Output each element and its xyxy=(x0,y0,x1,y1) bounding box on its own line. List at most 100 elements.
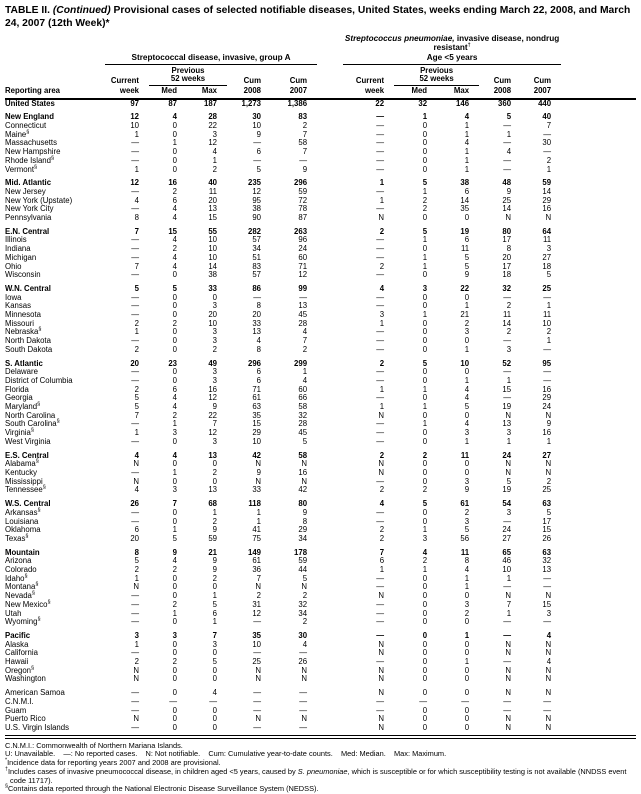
column-spacer xyxy=(317,583,343,592)
reporting-area-cell: Indiana xyxy=(5,244,31,254)
value-cell: N xyxy=(133,714,139,724)
value-cell: 12 xyxy=(130,112,139,122)
footnote-line: *Incidence data for reporting years 2007… xyxy=(5,757,221,768)
value-cell: 28 xyxy=(298,318,308,328)
value-cell: — xyxy=(376,630,385,640)
column-spacer xyxy=(317,280,343,294)
reporting-area-cell: New York City xyxy=(5,204,54,214)
value-cell: — xyxy=(131,252,139,262)
value-cell: 0 xyxy=(172,665,177,675)
filler-cell xyxy=(561,610,636,619)
value-cell: 7 xyxy=(506,599,512,609)
filler-cell xyxy=(561,236,636,245)
value-cell: 0 xyxy=(212,674,217,684)
column-spacer xyxy=(317,214,343,223)
value-cell: 64 xyxy=(542,226,552,236)
column-spacer xyxy=(317,495,343,509)
table-row: Missouri 2 2 10 33 28 1 0 2 14 10 xyxy=(5,318,636,329)
value-cell: 0 xyxy=(422,688,428,698)
value-cell: — xyxy=(376,582,385,592)
value-cell: 80 xyxy=(298,499,308,509)
value-cell: 0 xyxy=(464,367,470,377)
table-row: Michigan — 4 10 51 60 — 1 5 20 27 xyxy=(5,252,636,263)
value-cell: N xyxy=(301,714,308,724)
value-cell: — xyxy=(376,204,385,214)
value-cell: 1,386 xyxy=(287,98,308,108)
value-cell: 59 xyxy=(542,178,552,188)
value-cell: 87 xyxy=(168,98,177,108)
value-cell: 0 xyxy=(172,648,177,658)
value-cell: 30 xyxy=(542,138,552,148)
value-cell: 4 xyxy=(546,630,552,640)
value-cell: 2 xyxy=(172,244,177,254)
value-cell: 1 xyxy=(422,525,428,535)
value-cell: — xyxy=(376,270,385,280)
value-cell: 1 xyxy=(379,402,385,412)
value-cell: 0 xyxy=(172,705,177,715)
value-cell: 0 xyxy=(212,476,217,486)
table-row: Colorado 2 2 9 36 44 1 1 4 10 13 xyxy=(5,565,636,575)
column-spacer xyxy=(317,368,343,377)
value-cell: — xyxy=(131,722,139,732)
filler-cell xyxy=(561,438,636,447)
column-spacer xyxy=(317,346,343,355)
value-cell: 48 xyxy=(502,178,512,188)
value-cell: 20 xyxy=(208,195,217,205)
value-cell: 0 xyxy=(422,301,428,311)
value-cell: 0 xyxy=(422,722,428,732)
value-cell: 87 xyxy=(298,213,308,223)
table-row: Texas§ 20 5 59 75 34 2 3 56 27 26 xyxy=(5,533,636,544)
value-cell: — xyxy=(503,292,512,302)
value-cell: 66 xyxy=(298,393,308,403)
value-cell: 20 xyxy=(130,533,139,543)
value-cell: 19 xyxy=(460,226,470,236)
value-cell: — xyxy=(131,516,139,526)
table-row: E.N. Central 7 15 55 282 263 2 5 19 80 64 xyxy=(5,223,636,237)
value-cell: 40 xyxy=(542,112,552,122)
filler-cell xyxy=(561,509,636,518)
filler-cell xyxy=(561,618,636,627)
value-cell: 18 xyxy=(502,270,512,280)
value-cell: 0 xyxy=(464,468,470,477)
value-cell: — xyxy=(131,696,139,706)
value-cell: 3 xyxy=(172,485,177,495)
value-cell: 57 xyxy=(252,270,261,280)
value-cell: 22 xyxy=(375,98,385,108)
value-cell: N xyxy=(545,714,552,724)
reporting-area-cell: Kansas xyxy=(5,301,32,311)
value-cell: 4 xyxy=(172,393,177,403)
reporting-area-cell: South Carolina§ xyxy=(5,418,60,429)
value-cell: 21 xyxy=(208,547,217,557)
value-cell: 0 xyxy=(422,428,428,438)
value-cell: — xyxy=(131,468,139,477)
col-previous-52weeks-1: Previous 52 weeks xyxy=(149,64,227,86)
value-cell: — xyxy=(503,120,512,130)
value-cell: 0 xyxy=(464,213,470,223)
value-cell: — xyxy=(131,599,139,609)
value-cell: 0 xyxy=(172,344,177,354)
header-fill xyxy=(561,34,636,64)
value-cell: 0 xyxy=(422,213,428,223)
table-row: California — 0 0 — — N 0 0 N N xyxy=(5,649,636,658)
value-cell: 29 xyxy=(252,428,261,438)
value-cell: 118 xyxy=(248,499,261,509)
value-cell: 0 xyxy=(172,436,177,446)
value-cell: N xyxy=(255,714,261,724)
reporting-area-cell: New York (Upstate) xyxy=(5,195,73,205)
value-cell: 0 xyxy=(422,292,428,302)
value-cell: N xyxy=(133,665,139,675)
value-cell: — xyxy=(299,155,308,165)
value-cell: N xyxy=(545,722,552,732)
col-med-2: Med xyxy=(394,85,438,100)
title-continued: (Continued) xyxy=(52,5,111,16)
value-cell: 44 xyxy=(298,565,308,575)
value-cell: 1 xyxy=(422,112,428,122)
value-cell: — xyxy=(131,367,139,377)
value-cell: — xyxy=(543,582,552,592)
value-cell: 5 xyxy=(464,261,470,271)
value-cell: — xyxy=(299,722,308,732)
reporting-area-cell: United States xyxy=(5,98,55,108)
reporting-area-cell: American Samoa xyxy=(5,688,65,698)
value-cell: 10 xyxy=(252,436,261,446)
value-cell: N xyxy=(133,459,139,469)
